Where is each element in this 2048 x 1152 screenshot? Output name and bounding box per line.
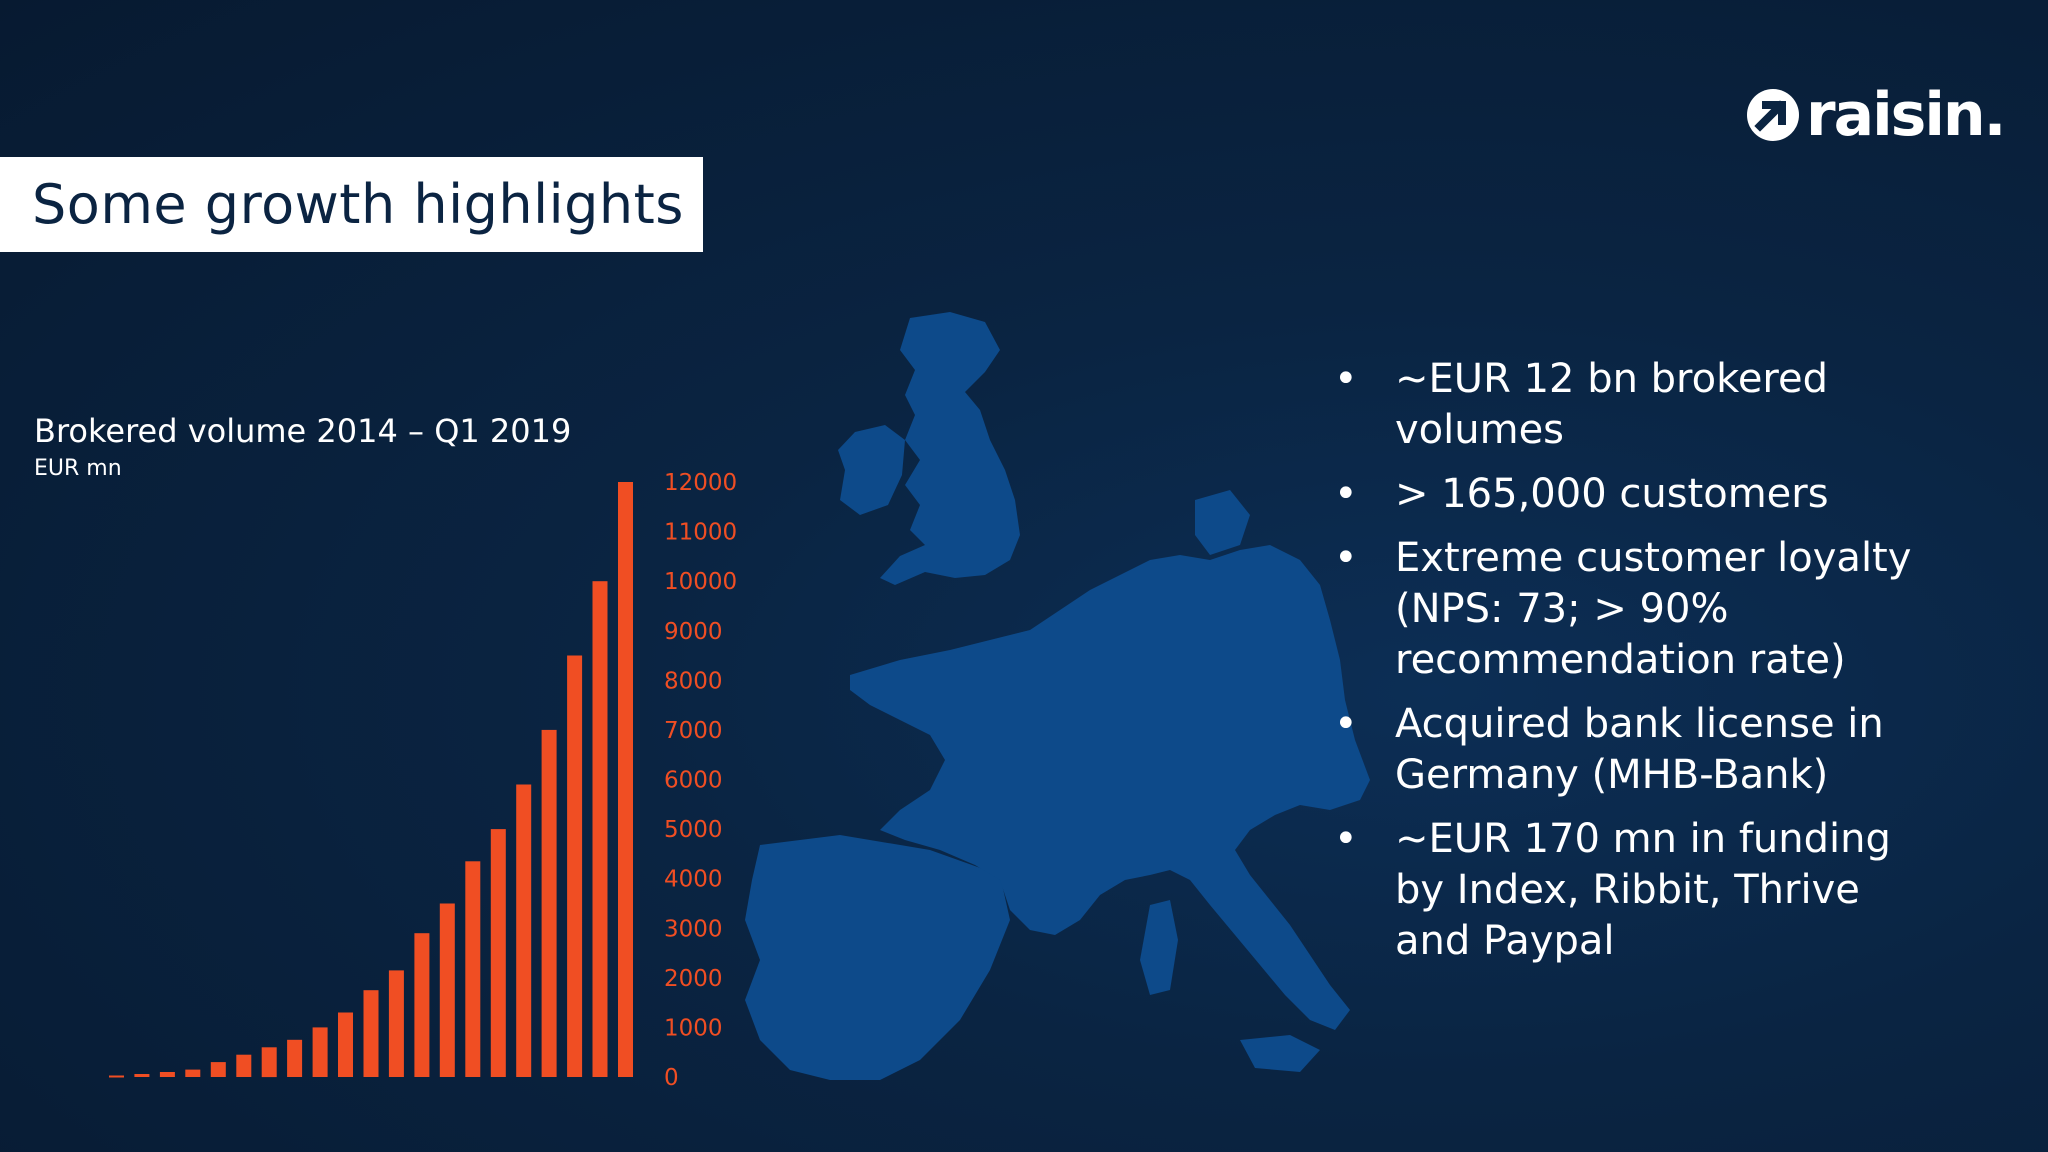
highlight-item: • Extreme customer loyalty (NPS: 73; > 90… (1320, 533, 1920, 686)
map-landmass (745, 312, 1370, 1080)
chart-bar (363, 990, 379, 1077)
logo-text: raisin. (1806, 80, 2006, 150)
y-tick-label: 1000 (664, 1015, 723, 1041)
y-tick-label: 11000 (664, 520, 737, 546)
chart-bar (210, 1062, 226, 1077)
chart-bar (439, 903, 455, 1077)
y-tick-label: 6000 (664, 768, 723, 794)
highlight-text: Extreme customer loyalty (NPS: 73; > 90%… (1395, 535, 1912, 683)
chart-bar (388, 970, 404, 1077)
highlight-text: Acquired bank license in Germany (MHB-Ba… (1395, 701, 1884, 798)
y-tick-label: 4000 (664, 867, 723, 893)
chart-bar (490, 829, 506, 1077)
y-tick-label: 3000 (664, 916, 723, 942)
y-tick-label: 9000 (664, 619, 723, 645)
chart-bar (618, 482, 633, 1077)
chart-unit-label: EUR mn (34, 456, 122, 481)
bullet-icon: • (1334, 471, 1358, 517)
y-tick-label: 7000 (664, 718, 723, 744)
bullet-icon: • (1334, 535, 1358, 581)
chart-bar (465, 861, 481, 1077)
chart-title: Brokered volume 2014 – Q1 2019 (34, 412, 572, 450)
highlight-text: ~EUR 170 mn in funding by Index, Ribbit,… (1395, 816, 1891, 964)
y-tick-label: 0 (664, 1065, 679, 1091)
y-tick-label: 2000 (664, 966, 723, 992)
chart-bar (109, 1075, 124, 1078)
title-box: Some growth highlights (0, 157, 703, 252)
chart-bar (338, 1012, 353, 1077)
chart-bar (414, 933, 430, 1077)
y-tick-label: 12000 (664, 470, 737, 496)
bullet-icon: • (1334, 356, 1358, 402)
highlight-text: ~EUR 12 bn brokered volumes (1395, 356, 1828, 453)
chart-bar (312, 1027, 328, 1077)
page-title: Some growth highlights (32, 173, 684, 236)
chart-bar (541, 729, 557, 1077)
highlight-item: • ~EUR 12 bn brokered volumes (1320, 354, 1920, 456)
highlight-item: • ~EUR 170 mn in funding by Index, Ribbit… (1320, 814, 1920, 967)
chart-bar (516, 784, 532, 1077)
chart-bar (261, 1047, 277, 1078)
y-tick-label: 10000 (664, 569, 737, 595)
chart-bar (592, 581, 608, 1077)
highlight-item: • > 165,000 customers (1320, 469, 1920, 520)
arrow-circle-icon (1747, 89, 1799, 141)
highlights-list: • ~EUR 12 bn brokered volumes • > 165,000 c… (1320, 354, 1920, 980)
bullet-icon: • (1334, 701, 1358, 747)
y-tick-label: 8000 (664, 668, 723, 694)
chart-bar (287, 1039, 303, 1077)
highlight-text: > 165,000 customers (1395, 471, 1829, 517)
highlight-item: • Acquired bank license in Germany (MHB-B… (1320, 699, 1920, 801)
chart-bar (567, 655, 583, 1077)
chart-bar (134, 1074, 150, 1077)
raisin-logo: raisin. (1744, 80, 2006, 150)
chart-bar (185, 1069, 201, 1077)
y-tick-label: 5000 (664, 817, 723, 843)
chart-bar (159, 1072, 175, 1077)
chart-bar (236, 1054, 252, 1077)
bullet-icon: • (1334, 816, 1358, 862)
